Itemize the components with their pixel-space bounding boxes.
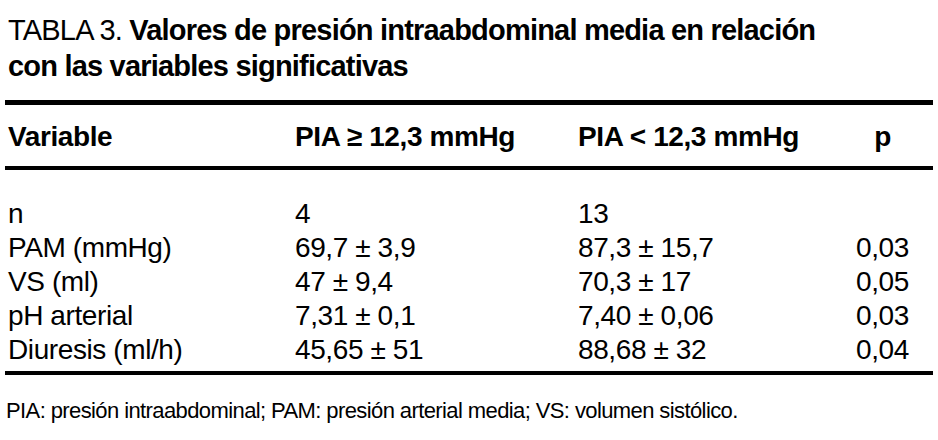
table-title-line1: Valores de presión intraabdominal media …: [129, 14, 815, 46]
cell-p-value: [852, 197, 913, 231]
top-rule: [5, 100, 933, 105]
cell-pia-high: 45,65 ± 51: [295, 333, 578, 367]
cell-variable: n: [8, 197, 295, 231]
cell-p-value: 0,03: [852, 299, 913, 333]
cell-p-value: 0,04: [852, 333, 913, 367]
cell-pia-low: 88,68 ± 32: [578, 333, 852, 367]
table-figure: TABLA 3. Valores de presión intraabdomin…: [0, 0, 938, 440]
cell-variable: pH arterial: [8, 299, 295, 333]
cell-variable: PAM (mmHg): [8, 231, 295, 265]
column-header-pia-low: PIA < 12,3 mmHg: [578, 120, 852, 154]
table-title-line2: con las variables significativas: [8, 50, 408, 82]
cell-p-value: 0,03: [852, 231, 913, 265]
cell-pia-high: 69,7 ± 3,9: [295, 231, 578, 265]
column-header-pia-high: PIA ≥ 12,3 mmHg: [295, 120, 578, 154]
cell-p-value: 0,05: [852, 265, 913, 299]
header-rule: [5, 166, 933, 170]
cell-pia-high: 7,31 ± 0,1: [295, 299, 578, 333]
column-header-variable: Variable: [8, 120, 295, 154]
cell-pia-low: 70,3 ± 17: [578, 265, 852, 299]
cell-pia-low: 7,40 ± 0,06: [578, 299, 852, 333]
column-header-p-value: p: [852, 120, 913, 154]
bottom-rule: [5, 371, 933, 375]
table-title: TABLA 3. Valores de presión intraabdomin…: [8, 12, 934, 84]
cell-variable: Diuresis (ml/h): [8, 333, 295, 367]
table-body: n 4 13 PAM (mmHg) 69,7 ± 3,9 87,3 ± 15,7…: [8, 197, 913, 367]
cell-variable: VS (ml): [8, 265, 295, 299]
table-number-label: TABLA 3.: [8, 14, 122, 46]
table-header-row: Variable PIA ≥ 12,3 mmHg PIA < 12,3 mmHg…: [8, 120, 913, 154]
cell-pia-high: 4: [295, 197, 578, 231]
cell-pia-low: 13: [578, 197, 852, 231]
table-footnote: PIA: presión intraabdominal; PAM: presió…: [6, 397, 932, 425]
cell-pia-high: 47 ± 9,4: [295, 265, 578, 299]
cell-pia-low: 87,3 ± 15,7: [578, 231, 852, 265]
